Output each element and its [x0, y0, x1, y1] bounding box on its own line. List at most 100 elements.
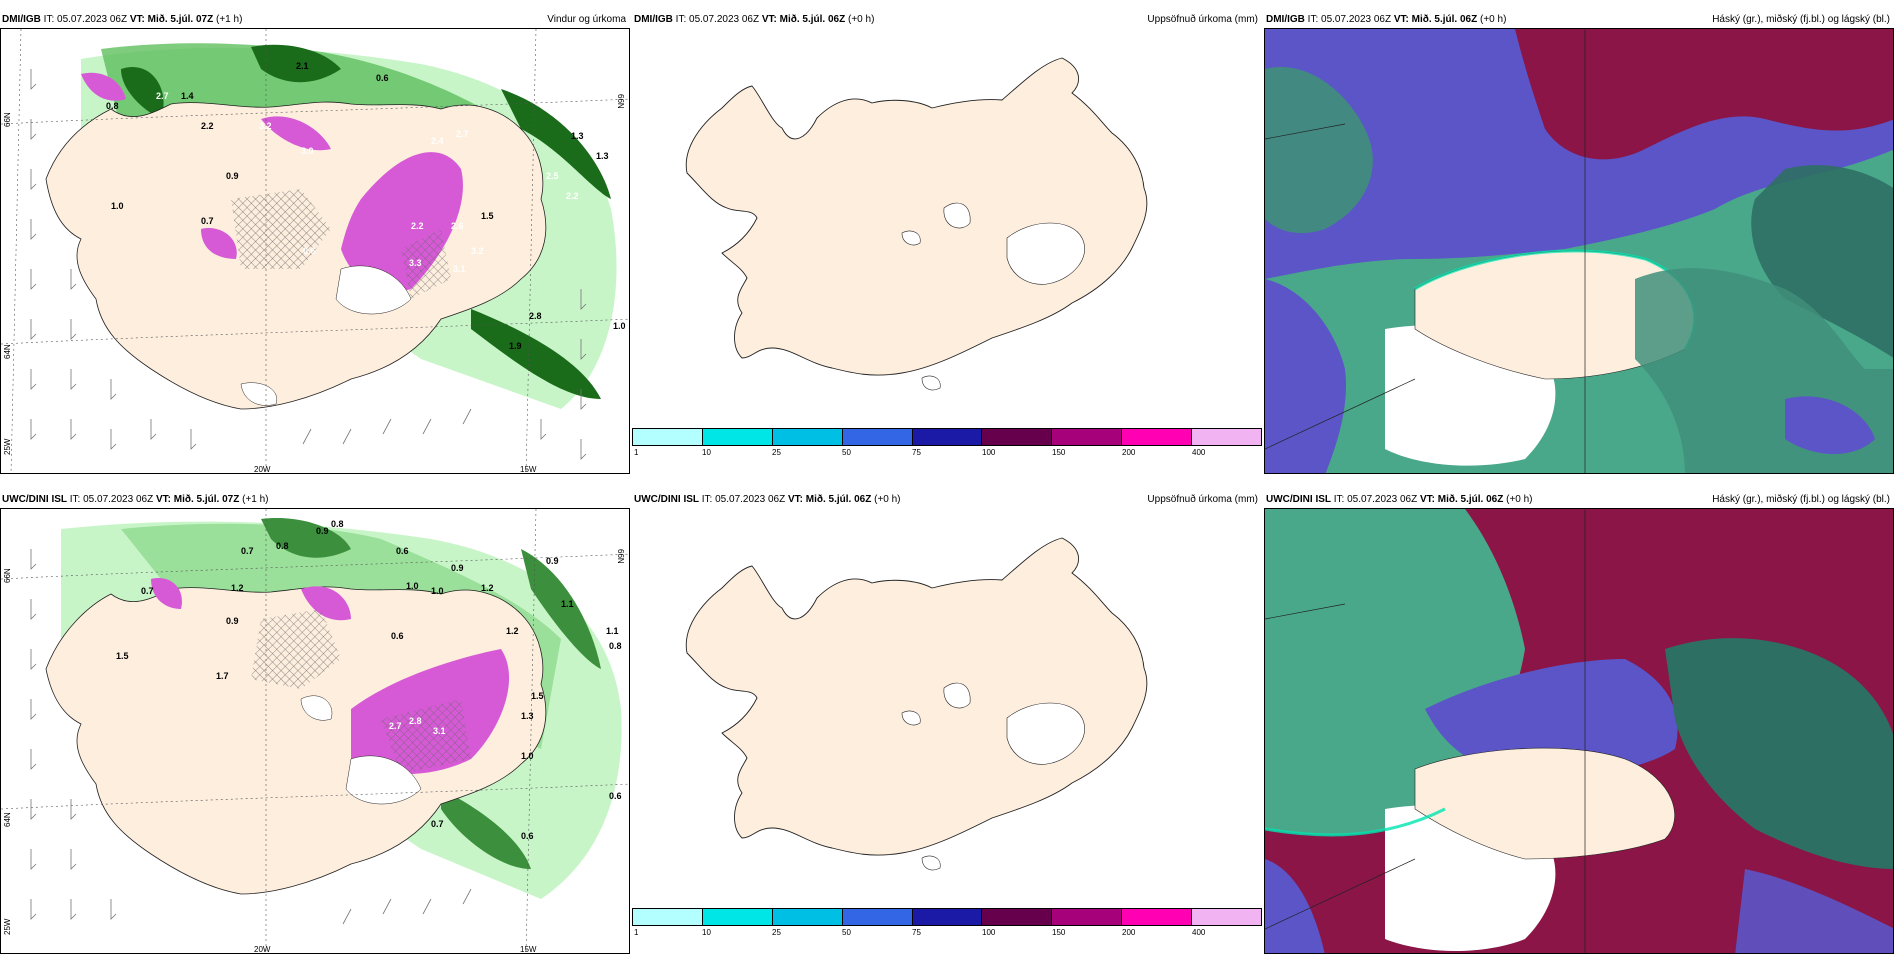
colorbar-swatch [1052, 909, 1123, 925]
product-title: Háský (gr.), miðský (fj.bl.) og lágský (… [1712, 494, 1890, 505]
colorbar-tick: 200 [1122, 448, 1136, 457]
svg-text:1.0: 1.0 [613, 321, 626, 331]
svg-text:2.8: 2.8 [409, 716, 422, 726]
map-accum-precip [632, 508, 1262, 924]
hatched-area-2 [401, 229, 451, 299]
map-accum-precip [632, 28, 1262, 444]
product-title: Uppsöfnuð úrkoma (mm) [1147, 494, 1258, 505]
model-name: DMI/IGB [2, 14, 41, 25]
vt-label: VT: [787, 494, 803, 505]
model-name: UWC/DINI ISL [1266, 494, 1331, 505]
glacier [335, 265, 412, 315]
svg-text:2.4: 2.4 [431, 136, 444, 146]
product-title: Vindur og úrkoma [547, 14, 626, 25]
glacier-hofsjokull [901, 710, 921, 726]
lat-label-64n-left: 64N [3, 812, 12, 827]
svg-text:1.0: 1.0 [431, 586, 444, 596]
map-svg [685, 57, 1148, 391]
it-value: 05.07.2023 06Z [715, 494, 786, 505]
glacier-2 [300, 695, 333, 721]
svg-text:0.9: 0.9 [316, 526, 329, 536]
svg-text:0.9: 0.9 [451, 563, 464, 573]
it-label: IT: [43, 14, 55, 25]
it-value: 05.07.2023 06Z [1347, 494, 1418, 505]
vt-label: VT: [1419, 494, 1435, 505]
vt-value: Mið. 5.júl. 07Z [173, 494, 240, 505]
lead-time: (+0 h) [1480, 14, 1507, 25]
lead-time: (+0 h) [1506, 494, 1533, 505]
iceland-landmass [685, 537, 1148, 856]
svg-text:0.6: 0.6 [391, 631, 404, 641]
svg-text:1.7: 1.7 [216, 671, 229, 681]
colorbar-tick: 75 [912, 928, 921, 937]
lead-time: (+1 h) [242, 494, 269, 505]
panel-wind-precip-top: DMI/IGB IT: 05.07.2023 06Z VT: Mið. 5.jú… [0, 12, 630, 474]
svg-text:0.7: 0.7 [201, 216, 214, 226]
colorbar-tick: 25 [772, 448, 781, 457]
lon-label-20w: 20W [254, 945, 271, 954]
precip-value-labels: 0.9 0.8 0.7 0.8 1.2 0.6 0.9 1.0 0.9 1.2 … [116, 519, 622, 841]
colorbar-tick: 100 [982, 928, 996, 937]
map-svg [1265, 29, 1893, 473]
lon-label-25w-left: 25W [3, 438, 12, 455]
colorbar-swatch [1122, 909, 1193, 925]
colorbar-swatch [1192, 429, 1262, 445]
cloud-overlap-field [1751, 165, 1893, 358]
colorbar-swatch [772, 909, 843, 925]
lead-time: (+1 h) [216, 14, 243, 25]
precip-value-labels: 2.1 0.6 0.8 1.4 2.7 3.2 2.2 1.3 3.0 2.7 … [106, 61, 626, 351]
iceland-landmass [685, 57, 1148, 376]
vt-value: Mið. 5.júl. 06Z [1411, 14, 1478, 25]
svg-text:1.0: 1.0 [521, 751, 534, 761]
colorbar-swatch [1052, 429, 1123, 445]
colorbar-swatch [842, 909, 913, 925]
colorbar-swatch [702, 909, 773, 925]
glacier [345, 755, 422, 805]
panel-clouds-bottom: UWC/DINI ISL IT: 05.07.2023 06Z VT: Mið.… [1264, 492, 1894, 954]
cloud-high-field [1265, 509, 1525, 835]
vt-label: VT: [761, 14, 777, 25]
panel-wind-precip-bottom: UWC/DINI ISL IT: 05.07.2023 06Z VT: Mið.… [0, 492, 630, 954]
svg-text:0.6: 0.6 [303, 246, 316, 256]
panel-header: UWC/DINI ISL IT: 05.07.2023 06Z VT: Mið.… [1264, 492, 1894, 508]
it-value: 05.07.2023 06Z [57, 14, 128, 25]
svg-text:0.6: 0.6 [609, 791, 622, 801]
svg-text:0.8: 0.8 [609, 641, 622, 651]
latlon-grid [1265, 509, 1586, 953]
glacier-langjokull [943, 202, 971, 229]
vt-label: VT: [129, 14, 145, 25]
model-name: DMI/IGB [1266, 14, 1305, 25]
colorbar-tick: 50 [842, 928, 851, 937]
precip-colorbar [632, 908, 1262, 926]
svg-text:0.6: 0.6 [396, 546, 409, 556]
svg-text:1.4: 1.4 [181, 91, 194, 101]
svg-text:2.7: 2.7 [389, 721, 402, 731]
svg-text:2.7: 2.7 [156, 91, 169, 101]
colorbar-tick: 1 [634, 928, 639, 937]
svg-text:0.7: 0.7 [431, 819, 444, 829]
svg-text:0.6: 0.6 [376, 73, 389, 83]
svg-text:0.6: 0.6 [521, 831, 534, 841]
svg-text:1.9: 1.9 [509, 341, 522, 351]
svg-text:2.5: 2.5 [546, 171, 559, 181]
svg-text:3.0: 3.0 [301, 146, 314, 156]
glacier-vatnajokull [1006, 222, 1085, 285]
iceland-landmass [45, 586, 547, 895]
lat-label-66n: 66N [616, 94, 625, 109]
colorbar-swatch [912, 429, 983, 445]
svg-text:3.3: 3.3 [409, 258, 422, 268]
colorbar-tick: 75 [912, 448, 921, 457]
svg-text:3.2: 3.2 [259, 121, 272, 131]
svg-text:1.1: 1.1 [561, 599, 574, 609]
colorbar-tick-labels: 1 10 25 50 75 100 150 200 400 [632, 928, 1262, 938]
svg-text:2.2: 2.2 [411, 221, 424, 231]
model-name: DMI/IGB [634, 14, 673, 25]
map-clouds [1264, 508, 1894, 954]
colorbar-tick: 1 [634, 448, 639, 457]
svg-text:1.2: 1.2 [506, 626, 519, 636]
colorbar-tick: 200 [1122, 928, 1136, 937]
svg-text:1.0: 1.0 [111, 201, 124, 211]
svg-text:1.5: 1.5 [116, 651, 129, 661]
colorbar-tick: 400 [1192, 448, 1206, 457]
svg-text:0.9: 0.9 [226, 616, 239, 626]
